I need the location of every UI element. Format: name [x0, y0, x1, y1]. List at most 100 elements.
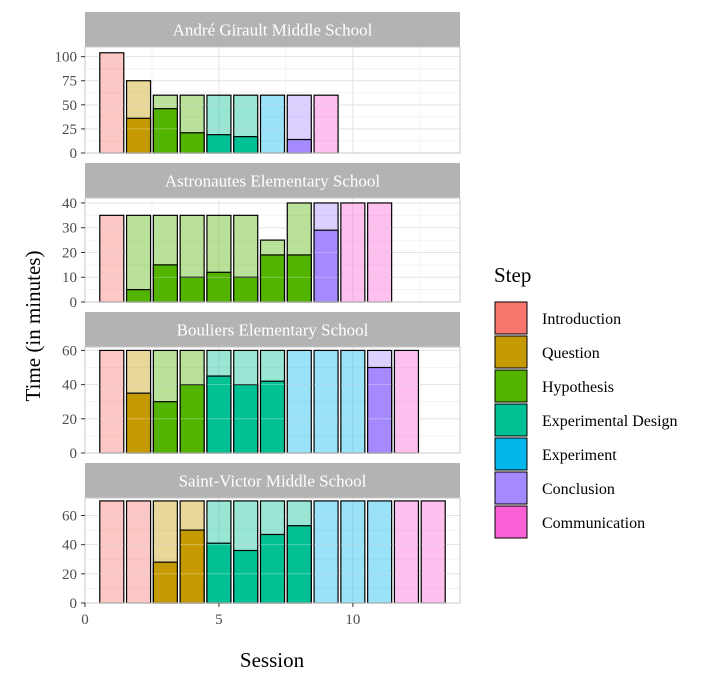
bar-step-portion — [286, 525, 312, 604]
bar-total — [393, 349, 420, 454]
panels-layer: André Girault Middle School0255075100Ast… — [55, 12, 461, 628]
session-bar — [286, 94, 312, 154]
bar-total — [420, 500, 446, 604]
session-bar — [286, 349, 312, 454]
bar-total — [99, 349, 125, 454]
session-bar — [259, 349, 286, 454]
x-axis: 0 5 10 — [81, 603, 360, 628]
session-bar — [125, 500, 152, 604]
y-tick-label: 30 — [62, 221, 77, 237]
bar-step-portion — [367, 366, 393, 454]
y-tick-label: 25 — [62, 122, 77, 138]
session-bar — [99, 214, 125, 303]
panel-border — [84, 346, 461, 454]
session-bar — [99, 52, 125, 154]
legend-swatch — [494, 471, 528, 505]
y-axis-title: Time (in minutes) — [21, 251, 45, 402]
bars — [99, 52, 339, 154]
y-tick-label: 40 — [62, 378, 77, 394]
y-tick-label: 20 — [62, 567, 77, 583]
session-bar — [179, 349, 205, 454]
bar-step-portion — [152, 264, 178, 303]
session-bar — [179, 94, 205, 154]
session-bar — [420, 500, 446, 604]
y-tick-label: 75 — [62, 74, 77, 90]
session-bar — [367, 500, 393, 604]
legend-label: Hypothesis — [542, 379, 614, 396]
bar-step-portion — [206, 375, 232, 454]
bar-step-portion — [259, 380, 286, 454]
session-bar — [152, 94, 178, 154]
bar-total — [393, 500, 420, 604]
session-bar — [286, 202, 312, 303]
bar-step-portion — [125, 392, 152, 454]
session-bar — [233, 349, 259, 454]
facet-panel: André Girault Middle School 0 25 50 75 100 — [55, 12, 461, 162]
panel-border — [84, 497, 461, 604]
bar-total — [259, 94, 286, 154]
legend-swatch — [494, 403, 528, 437]
session-bar — [393, 500, 420, 604]
legend-swatch — [494, 437, 528, 471]
bar-total — [340, 349, 366, 454]
session-bar — [313, 202, 339, 303]
legend-item: Introduction — [494, 301, 621, 335]
bar-step-portion — [125, 117, 152, 154]
legend-items: Introduction Question Hypothesis Experiment… — [494, 301, 678, 539]
legend-label: Introduction — [542, 311, 621, 328]
bar-step-portion — [206, 134, 232, 154]
bars — [99, 202, 393, 303]
session-bar — [233, 214, 259, 303]
session-bar — [367, 202, 393, 303]
session-bar — [152, 349, 178, 454]
bar-step-portion — [233, 276, 259, 303]
legend-item: Conclusion — [494, 471, 615, 505]
y-tick-label: 40 — [62, 196, 77, 212]
bar-total — [340, 202, 366, 303]
legend-item: Experiment — [494, 437, 617, 471]
session-bar — [340, 202, 366, 303]
x-tick-label: 0 — [81, 612, 89, 628]
y-tick-label: 0 — [70, 596, 78, 612]
y-tick-label: 0 — [70, 146, 78, 162]
bar-total — [313, 349, 339, 454]
session-bar — [179, 214, 205, 303]
legend-label: Experimental Design — [542, 413, 678, 430]
session-bar — [259, 500, 286, 604]
session-bar — [152, 214, 178, 303]
bar-total — [313, 94, 339, 154]
session-bar — [313, 500, 339, 604]
session-bar — [125, 214, 152, 303]
y-tick-label: 40 — [62, 538, 77, 554]
session-bar — [286, 500, 312, 604]
y-tick-label: 20 — [62, 412, 77, 428]
bar-step-portion — [233, 136, 259, 154]
y-axis: 0 20 40 60 — [62, 343, 85, 462]
session-bar — [313, 349, 339, 454]
bar-step-portion — [286, 138, 312, 154]
session-bar — [206, 94, 232, 154]
facet-strip — [85, 312, 460, 347]
bar-total — [125, 500, 152, 604]
session-bar — [313, 94, 339, 154]
session-bar — [259, 94, 286, 154]
session-bar — [233, 94, 259, 154]
session-bar — [206, 500, 232, 604]
bar-step-portion — [313, 229, 339, 303]
legend-swatch — [494, 335, 528, 369]
session-bar — [233, 500, 259, 604]
bar-step-portion — [125, 289, 152, 303]
facet-strip-title: Astronautes Elementary School — [165, 172, 381, 191]
y-tick-label: 10 — [62, 270, 77, 286]
bar-step-portion — [179, 276, 205, 303]
legend-title: Step — [494, 263, 531, 287]
session-bar — [152, 500, 178, 604]
panel-border — [84, 197, 461, 303]
bar-total — [313, 500, 339, 604]
facet-panel: Bouliers Elementary School 0 20 40 60 — [62, 312, 461, 462]
y-tick-label: 60 — [62, 509, 77, 525]
bar-step-portion — [233, 549, 259, 604]
legend-item: Communication — [494, 505, 645, 539]
legend-label: Conclusion — [542, 481, 615, 498]
bar-total — [286, 349, 312, 454]
